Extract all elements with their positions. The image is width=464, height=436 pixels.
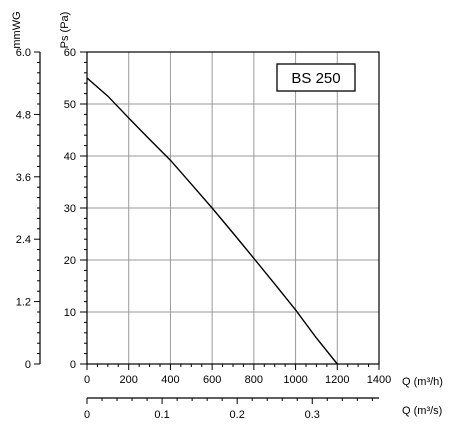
x-axis-ticks: 0 200 400 600 800 1000 1200 1400 bbox=[84, 364, 391, 386]
x-tick-label: 1400 bbox=[367, 374, 391, 386]
x-tick-label: 800 bbox=[245, 374, 263, 386]
m3s-axis-title: Q (m³/s) bbox=[402, 405, 442, 417]
mmwg-tick-label: 0 bbox=[25, 359, 31, 371]
y-tick-label: 40 bbox=[64, 151, 76, 163]
x-tick-label: 600 bbox=[203, 374, 221, 386]
legend-box: BS 250 bbox=[276, 63, 356, 92]
legend-label: BS 250 bbox=[291, 70, 340, 87]
y-tick-label: 60 bbox=[64, 47, 76, 59]
m3s-axis: 0 0.1 0.2 0.3 bbox=[84, 397, 379, 421]
m3s-tick-label: 0.2 bbox=[230, 409, 245, 421]
m3s-tick-label: 0 bbox=[84, 409, 90, 421]
x-tick-label: 1000 bbox=[283, 374, 307, 386]
x-tick-label: 0 bbox=[84, 374, 90, 386]
x-tick-label: 200 bbox=[120, 374, 138, 386]
mmwg-tick-label: 1.2 bbox=[16, 297, 31, 309]
y-axis-ticks: 0 10 20 30 40 50 60 bbox=[64, 47, 87, 371]
mmwg-axis-title: mmWG bbox=[11, 11, 23, 48]
y-tick-label: 10 bbox=[64, 307, 76, 319]
y-tick-label: 0 bbox=[70, 359, 76, 371]
mmwg-axis: 0 1.2 2.4 3.6 4.8 6.0 bbox=[16, 47, 41, 371]
mmwg-tick-label: 3.6 bbox=[16, 172, 31, 184]
mmwg-tick-label: 4.8 bbox=[16, 109, 31, 121]
y-tick-label: 20 bbox=[64, 255, 76, 267]
x-tick-label: 400 bbox=[161, 374, 179, 386]
x-tick-label: 1200 bbox=[325, 374, 349, 386]
y-tick-label: 30 bbox=[64, 203, 76, 215]
y-tick-label: 50 bbox=[64, 99, 76, 111]
x-axis-title: Q (m³/h) bbox=[402, 376, 443, 388]
series-line-bs250 bbox=[86, 77, 338, 365]
mmwg-tick-label: 2.4 bbox=[16, 234, 31, 246]
m3s-tick-label: 0.3 bbox=[305, 409, 320, 421]
grid-lines bbox=[86, 51, 380, 365]
mmwg-tick-label: 6.0 bbox=[16, 47, 31, 59]
m3s-tick-label: 0.1 bbox=[154, 409, 169, 421]
y-axis-title: Ps (Pa) bbox=[59, 12, 71, 49]
